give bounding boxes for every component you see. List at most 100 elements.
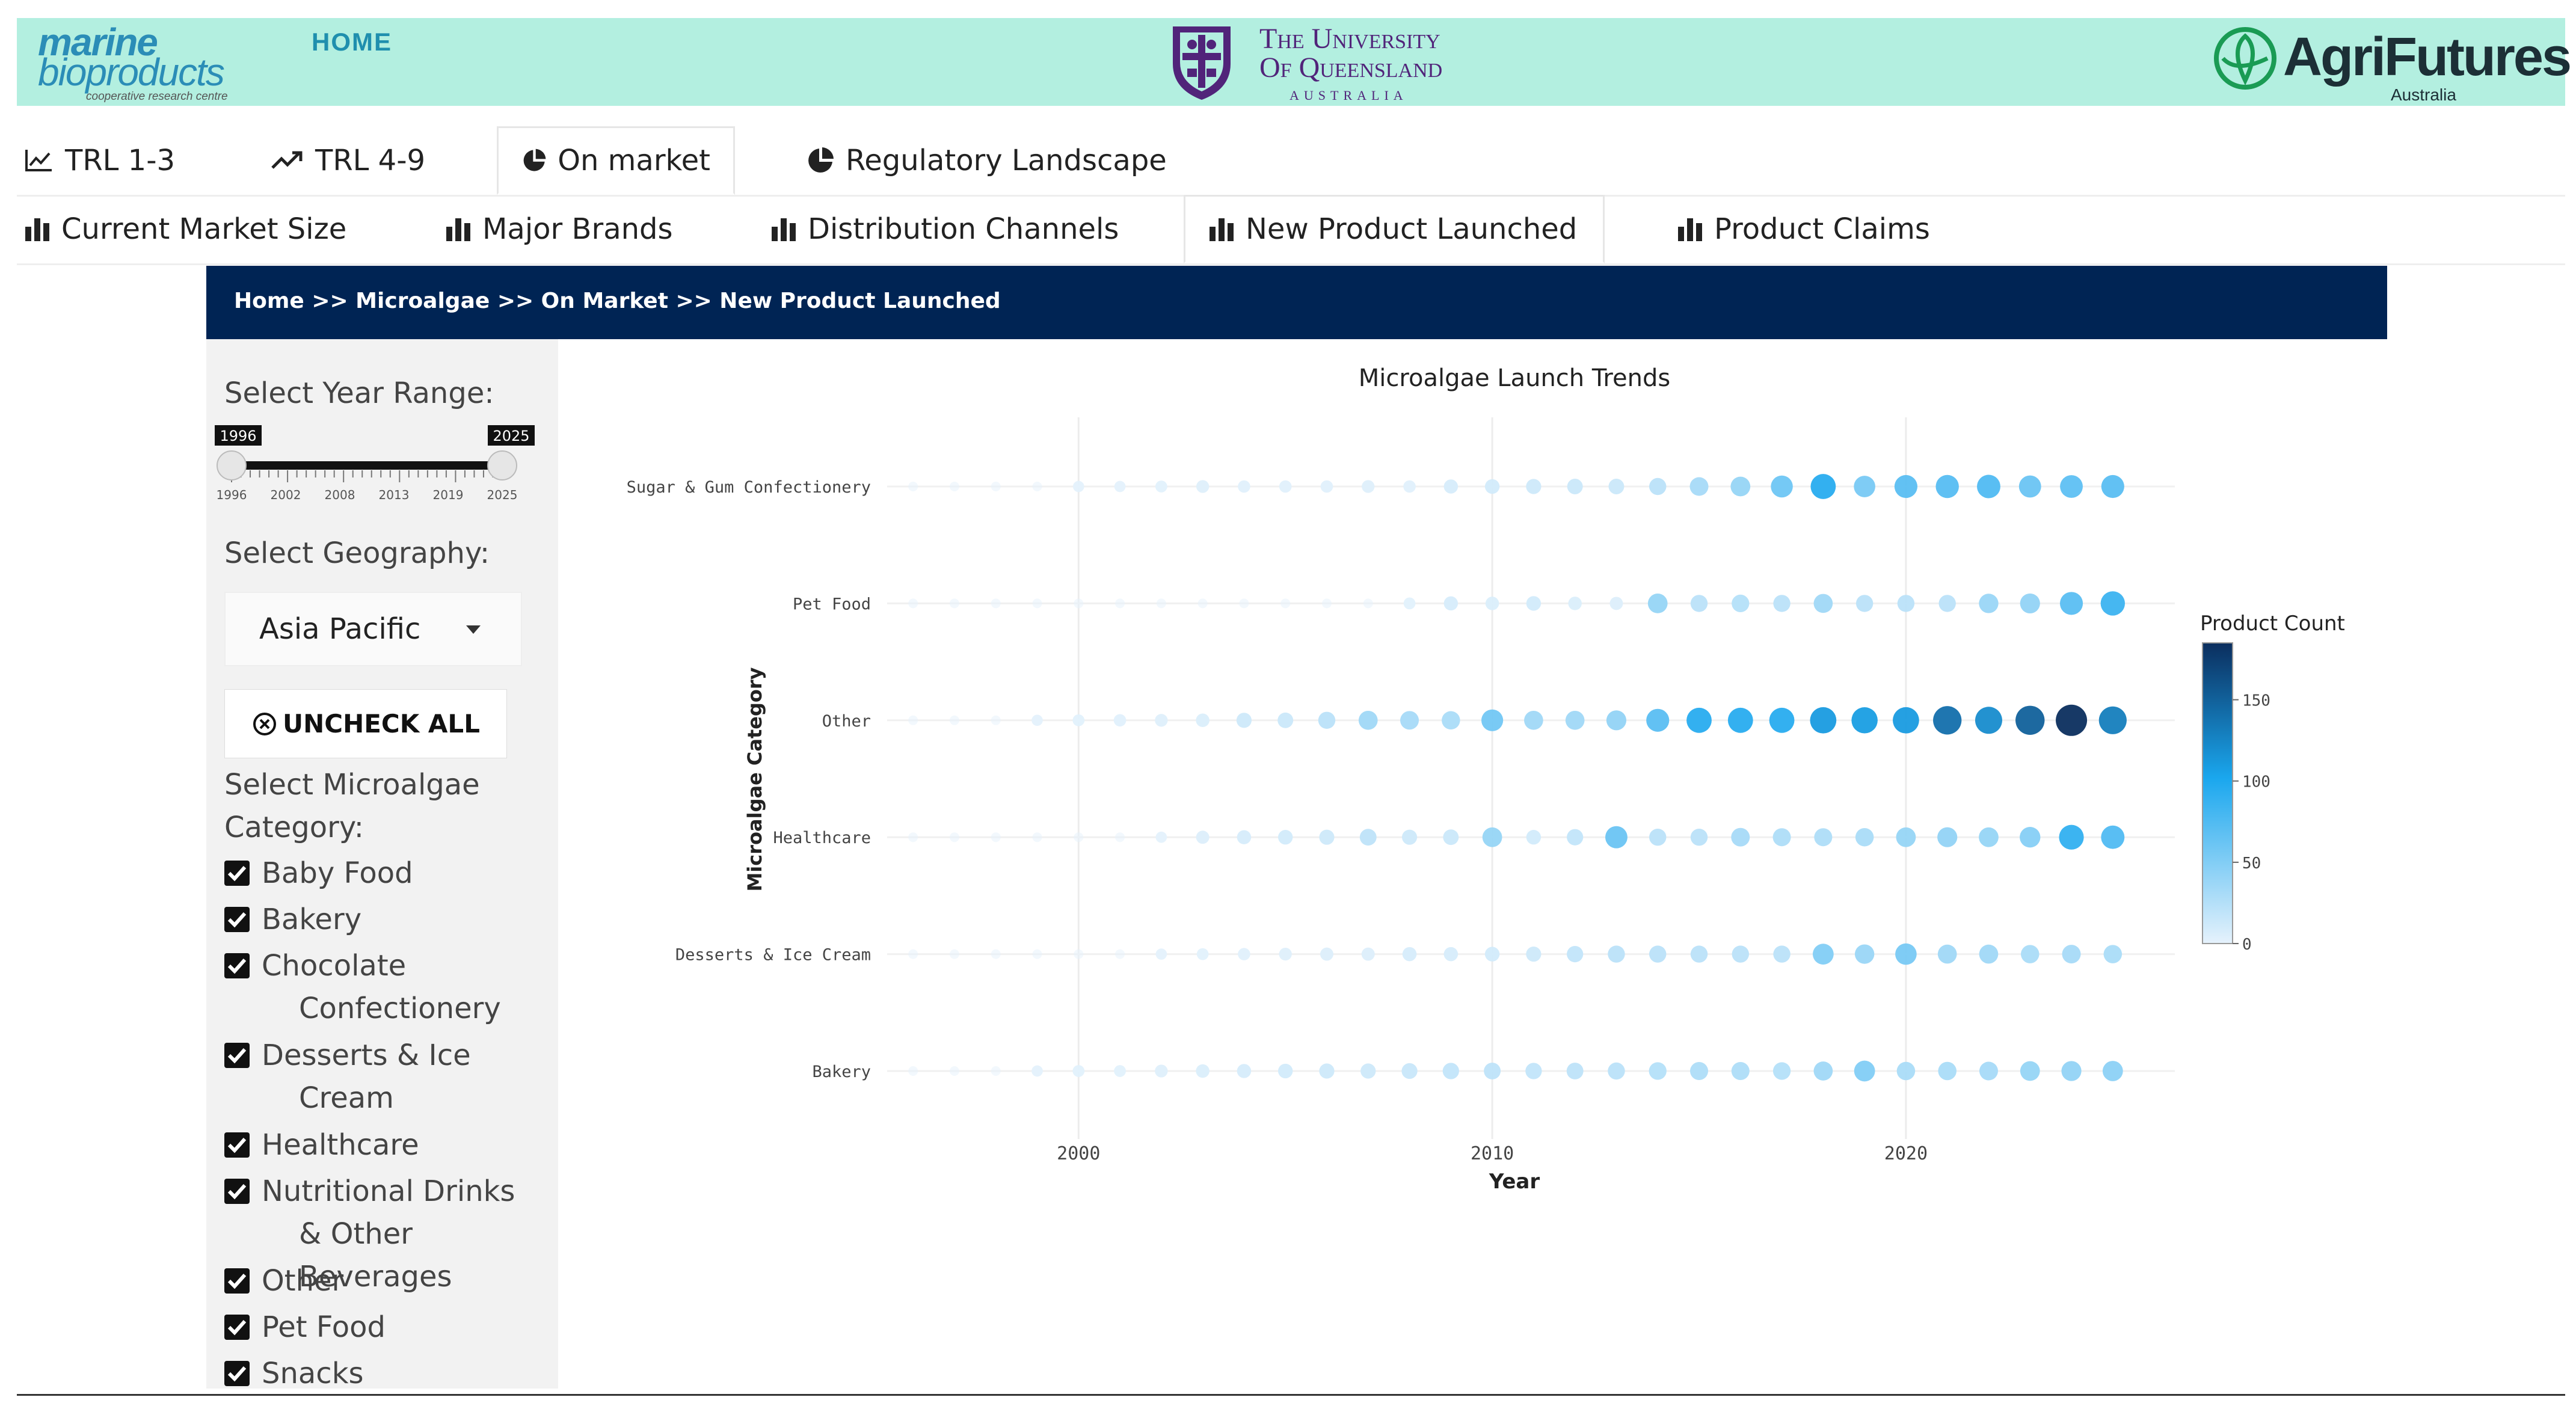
data-point	[1155, 1064, 1168, 1078]
data-point	[1731, 827, 1750, 847]
category-checkbox-baby-food[interactable]: Baby Food	[224, 852, 537, 895]
checkbox[interactable]	[224, 1361, 250, 1386]
category-checkbox-bakery[interactable]: Bakery	[224, 898, 537, 941]
data-point	[1237, 1064, 1252, 1078]
agrifutures-sub: Australia	[2391, 85, 2456, 104]
data-point	[1443, 479, 1459, 494]
tab-regulatory-landscape[interactable]: Regulatory Landscape	[806, 126, 1167, 195]
data-point	[1979, 944, 1999, 964]
data-point	[2101, 825, 2125, 849]
checkbox[interactable]	[224, 1179, 250, 1204]
home-link[interactable]: HOME	[312, 28, 392, 56]
line-chart-icon	[25, 150, 52, 171]
tab-major-brands[interactable]: Major Brands	[445, 195, 673, 263]
data-point	[1115, 598, 1125, 609]
data-point	[991, 949, 1001, 959]
data-point	[1401, 1063, 1418, 1079]
data-point	[1484, 947, 1500, 962]
data-point	[1236, 713, 1252, 728]
data-point	[1937, 944, 1957, 964]
check-icon	[227, 958, 247, 974]
bar-chart-icon	[25, 218, 49, 241]
category-checkbox-nutritional-drinks[interactable]: Nutritional Drinks & Other Beverages	[224, 1170, 537, 1298]
category-checkbox-desserts-ice-cream[interactable]: Desserts & Ice Cream	[224, 1034, 537, 1120]
data-point	[1114, 1065, 1126, 1077]
data-point	[1401, 829, 1418, 845]
marine-bioproducts-logo[interactable]: marine bioproducts cooperative research …	[38, 23, 254, 103]
uncheck-all-button[interactable]: UNCHECK ALL	[224, 689, 507, 758]
sub-tabs: Current Market Size Major Brands Distrib…	[17, 195, 2565, 265]
x-axis-ticks: 2000 2010 2020	[1057, 1143, 1928, 1164]
data-point	[1359, 829, 1377, 846]
colorbar	[2202, 642, 2233, 944]
year-range-slider[interactable]: 1996 2025 1996 2002 2008 2013 2019 2025	[215, 423, 539, 502]
tab-current-market-size[interactable]: Current Market Size	[24, 195, 346, 263]
slider-tick-label: 2019	[433, 488, 464, 502]
data-point	[2098, 706, 2127, 734]
data-point	[2020, 827, 2041, 848]
tab-on-market[interactable]: On market	[497, 126, 735, 195]
tab-product-claims[interactable]: Product Claims	[1677, 195, 1930, 263]
checkbox[interactable]	[224, 1315, 250, 1340]
data-point	[1239, 598, 1249, 609]
data-point	[1565, 710, 1585, 730]
agrifutures-name: AgriFutures	[2283, 27, 2572, 87]
data-point	[2062, 945, 2081, 964]
data-point	[1979, 1061, 1998, 1081]
check-icon	[227, 1273, 247, 1289]
slider-handle-min[interactable]	[217, 450, 247, 480]
checkbox[interactable]	[224, 861, 250, 886]
breadcrumb-text[interactable]: Home >> Microalgae >> On Market >> New P…	[234, 289, 1001, 313]
checkbox-label: Bakery	[262, 903, 362, 936]
data-point	[1074, 949, 1084, 959]
checkbox[interactable]	[224, 953, 250, 978]
header-bar: marine bioproducts cooperative research …	[17, 18, 2572, 106]
data-point	[2103, 945, 2123, 963]
check-icon	[227, 1319, 247, 1336]
checkbox[interactable]	[224, 907, 250, 932]
data-point	[1115, 832, 1125, 843]
data-point	[1895, 943, 1917, 965]
data-point	[1649, 945, 1667, 963]
data-point	[908, 949, 918, 959]
category-checkbox-snacks[interactable]: Snacks	[224, 1352, 537, 1395]
data-point	[1280, 598, 1291, 609]
tab-new-product-launched[interactable]: New Product Launched	[1184, 195, 1605, 263]
data-point	[1851, 707, 1878, 734]
data-point	[2020, 593, 2040, 613]
tab-trl-1-3[interactable]: TRL 1-3	[24, 126, 175, 195]
year-max-badge: 2025	[493, 428, 529, 444]
checkbox[interactable]	[224, 1268, 250, 1294]
colorbar-tick-label: 150	[2242, 692, 2270, 710]
slider-handle-max[interactable]	[487, 450, 517, 480]
data-point	[1896, 827, 1916, 847]
data-point	[1896, 1061, 1916, 1081]
tab-label: Current Market Size	[61, 212, 347, 246]
category-checkbox-other[interactable]: Other	[224, 1260, 537, 1303]
data-point	[1813, 594, 1833, 613]
bar-chart-icon	[772, 218, 796, 241]
tab-label: TRL 1-3	[65, 144, 176, 177]
category-checkbox-chocolate-confectionery[interactable]: Chocolate Confectionery	[224, 945, 537, 1030]
data-point	[1279, 480, 1292, 493]
data-point	[1443, 947, 1459, 962]
launch-trends-chart[interactable]: Microalgae Launch Trends Sugar & Gum Con…	[558, 339, 2387, 1241]
tab-trl-4-9[interactable]: TRL 4-9	[271, 126, 425, 195]
checkbox[interactable]	[224, 1132, 250, 1158]
data-point	[1074, 598, 1084, 609]
uq-name-line3: AUSTRALIA	[1290, 88, 1408, 103]
data-point	[1155, 948, 1167, 960]
category-rows: Sugar & Gum Confectionery Pet Food Other He…	[627, 478, 2175, 1081]
category-checkbox-healthcare[interactable]: Healthcare	[224, 1124, 537, 1167]
check-icon	[227, 1366, 247, 1382]
data-point	[1196, 948, 1209, 960]
tab-distribution-channels[interactable]: Distribution Channels	[770, 195, 1119, 263]
geography-select[interactable]: Asia Pacific	[224, 592, 522, 666]
colorbar-title: Product Count	[2200, 612, 2345, 636]
category-checkbox-pet-food[interactable]: Pet Food	[224, 1306, 537, 1349]
checkbox[interactable]	[224, 1043, 250, 1068]
x-tick-label: 2020	[1884, 1143, 1928, 1164]
data-point	[1278, 1063, 1293, 1079]
slider-track[interactable]	[232, 461, 502, 470]
tab-label: Product Claims	[1714, 212, 1930, 246]
